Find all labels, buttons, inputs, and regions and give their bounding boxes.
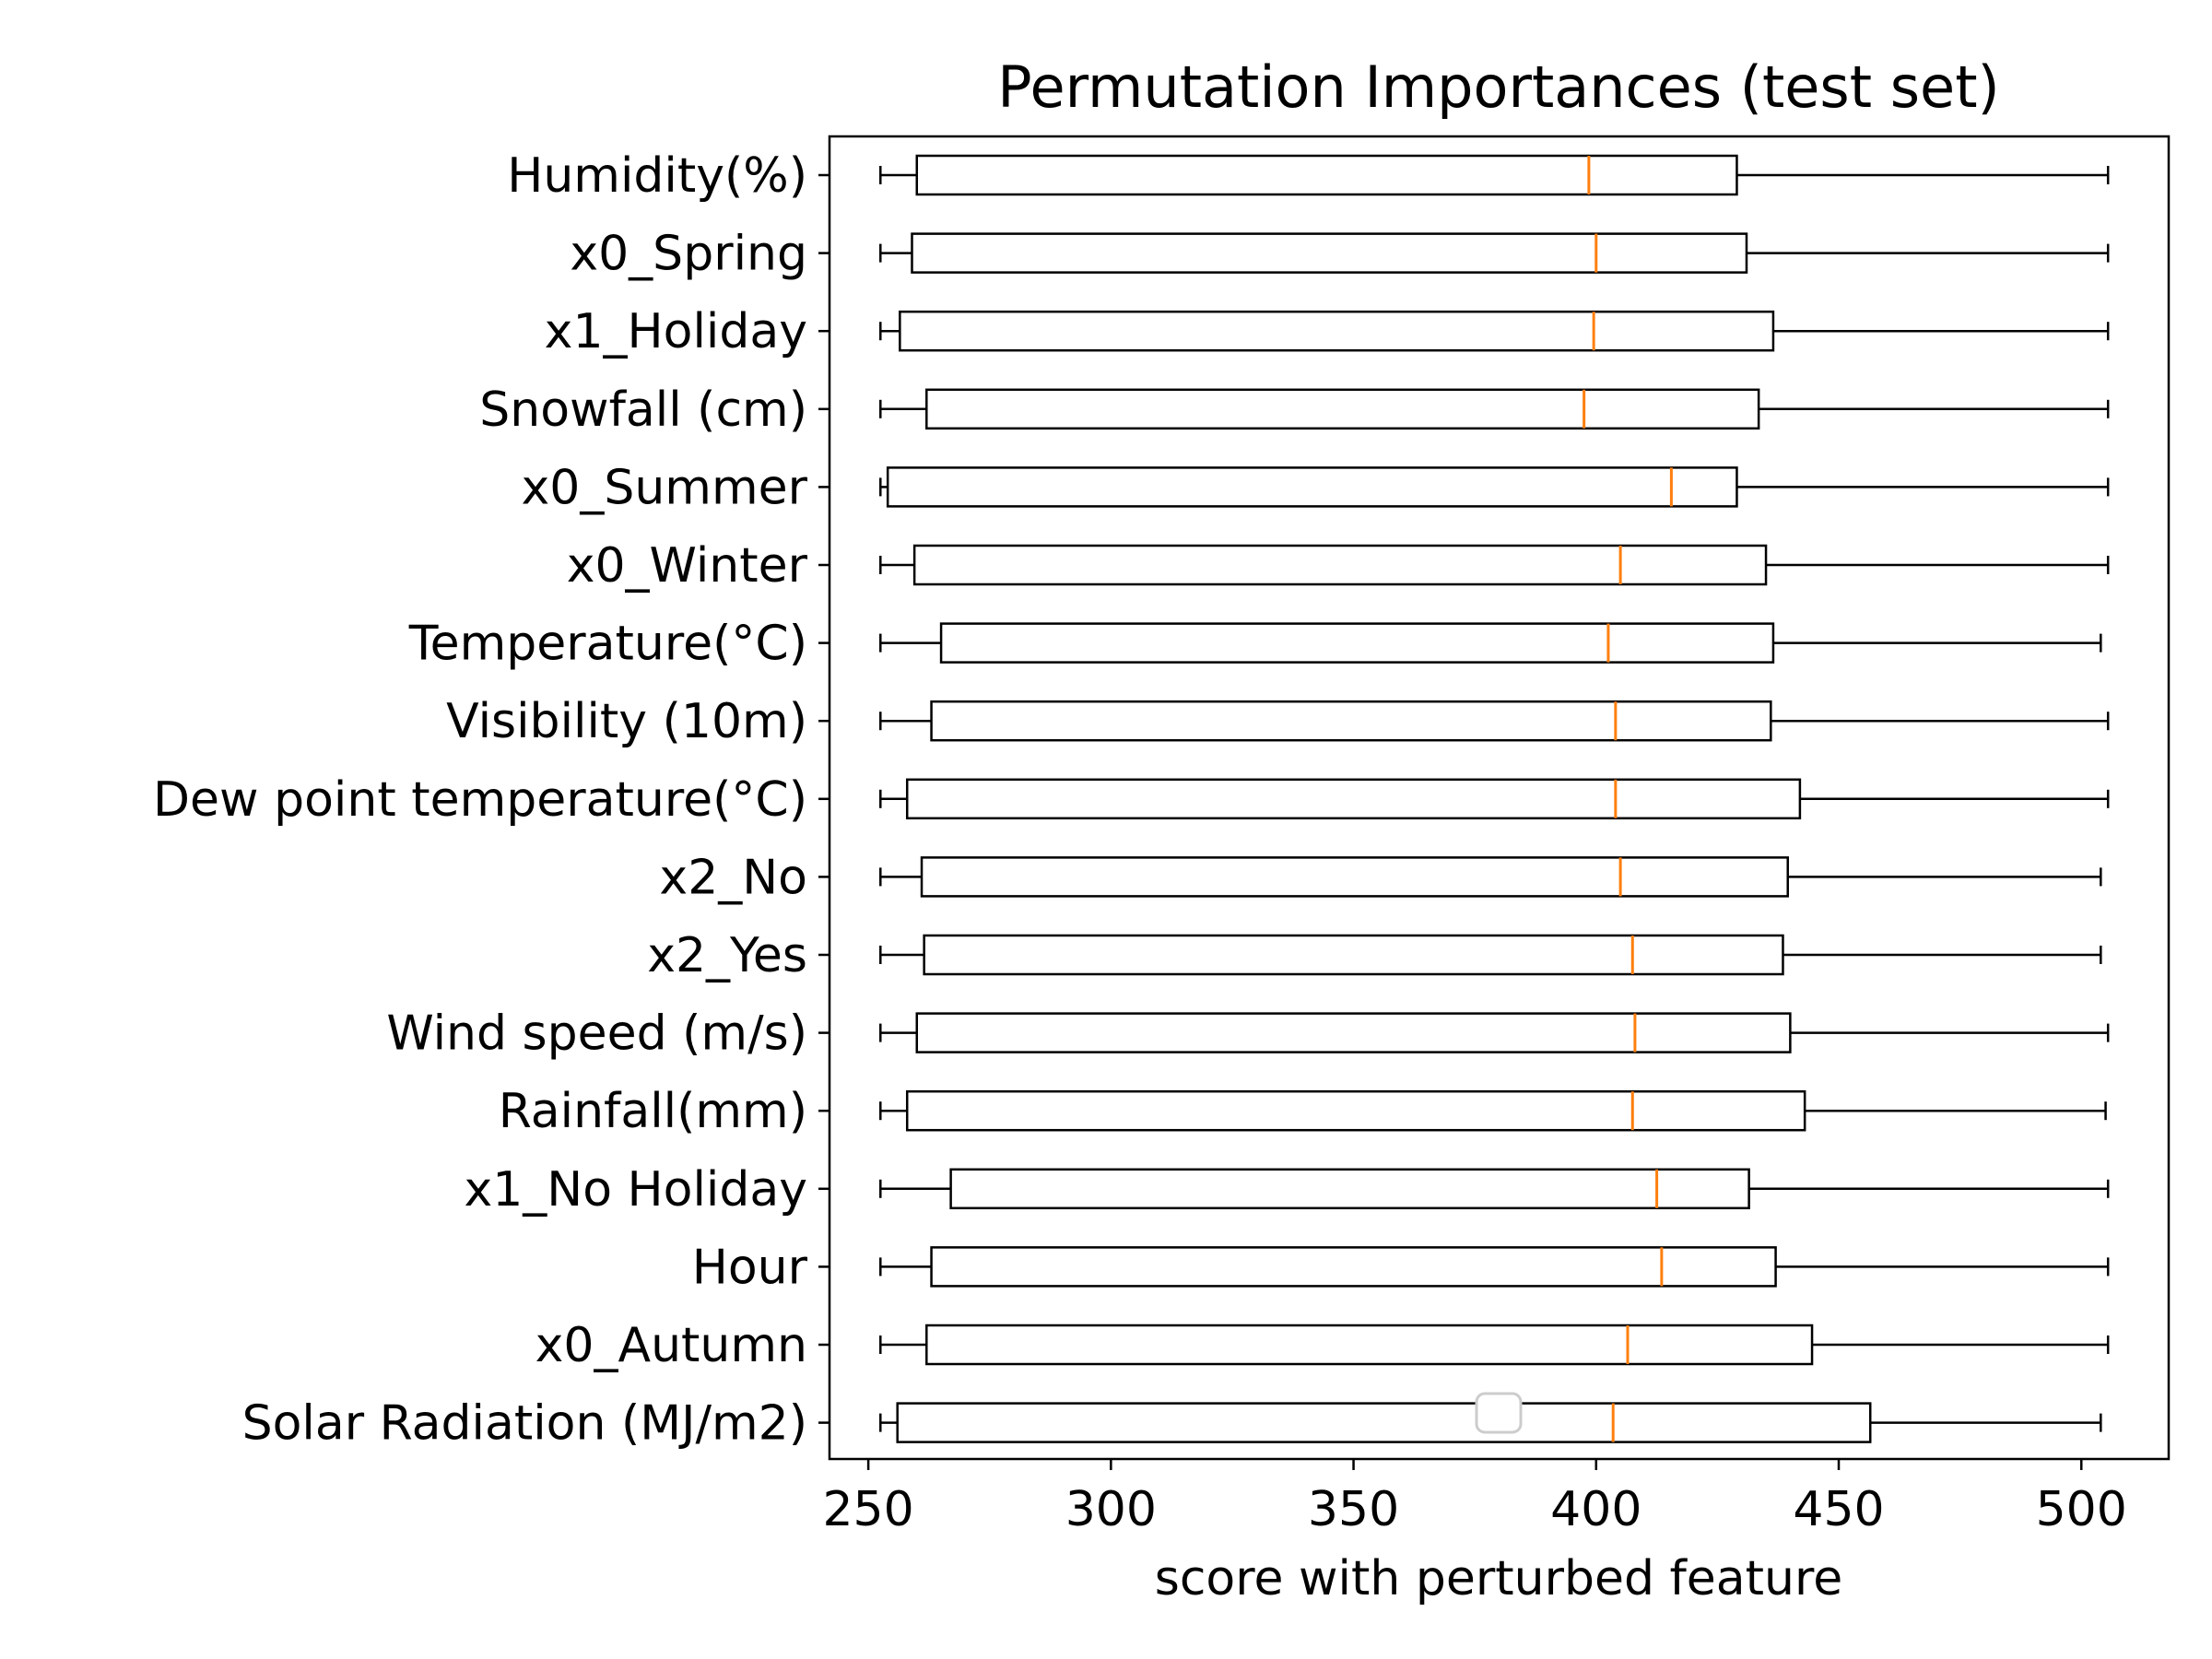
y-tick-label: x0_Summer	[521, 460, 807, 515]
box-group	[879, 934, 2102, 976]
y-tick-label: Temperature(°C)	[408, 617, 807, 672]
box-iqr	[886, 466, 1738, 508]
box-iqr	[920, 856, 1789, 898]
box-group	[879, 232, 2110, 274]
legend-box	[1475, 1392, 1523, 1434]
box-group	[879, 544, 2110, 586]
plot-area-frame	[828, 135, 2171, 1461]
box-iqr	[925, 1324, 1814, 1366]
box-group	[879, 466, 2110, 508]
box-group	[879, 1246, 2110, 1288]
box-group	[879, 1168, 2110, 1210]
y-tick-label: x1_Holiday	[545, 304, 807, 359]
y-tick-label: x1_No Holiday	[464, 1162, 807, 1218]
box-iqr	[915, 1012, 1792, 1053]
chart-title: Permutation Importances (test set)	[997, 53, 1999, 121]
y-tick-label: x0_Winter	[567, 538, 808, 594]
box-group	[879, 778, 2110, 820]
box-iqr	[925, 388, 1760, 430]
x-tick-label: 500	[2036, 1482, 2127, 1537]
box-iqr	[915, 154, 1738, 196]
y-tick-label: Dew point temperature(°C)	[153, 772, 807, 828]
x-tick-label: 350	[1308, 1482, 1399, 1537]
box-group	[879, 700, 2110, 742]
box-iqr	[930, 1246, 1777, 1288]
x-axis-label: score with perturbed feature	[1155, 1551, 1842, 1606]
box-group	[879, 856, 2102, 898]
box-iqr	[905, 1089, 1806, 1132]
y-tick-label: Rainfall(mm)	[499, 1084, 807, 1139]
box-group	[879, 1402, 2102, 1443]
y-tick-label: Solar Radiation (MJ/m2)	[242, 1396, 807, 1452]
box-iqr	[899, 310, 1775, 352]
y-tick-label: x0_Spring	[570, 227, 807, 282]
y-tick-label: Visibility (10m)	[446, 694, 807, 749]
x-tick-label: 250	[822, 1482, 913, 1537]
x-tick-label: 450	[1793, 1482, 1884, 1537]
box-iqr	[896, 1402, 1872, 1443]
box-iqr	[905, 778, 1802, 820]
y-tick-label: Wind speed (m/s)	[386, 1006, 807, 1062]
box-iqr	[911, 232, 1748, 274]
box-group	[879, 310, 2110, 352]
box-group	[879, 154, 2110, 196]
box-group	[879, 1324, 2110, 1366]
box-iqr	[930, 700, 1772, 742]
x-tick-label: 300	[1065, 1482, 1157, 1537]
box-iqr	[949, 1168, 1750, 1210]
y-tick-label: x2_Yes	[647, 928, 807, 983]
y-tick-labels: Humidity(%) x0_Spring x1_Holiday Snowfall (…	[153, 148, 830, 1452]
y-tick-label: x0_Autumn	[535, 1318, 807, 1373]
box-group	[879, 388, 2110, 430]
x-axis: 250 300 350 400 450 500	[822, 1459, 2127, 1537]
y-tick-label: Hour	[692, 1240, 808, 1295]
box-iqr	[923, 934, 1784, 976]
box-group	[879, 622, 2102, 664]
box-iqr	[912, 544, 1768, 586]
x-tick-label: 400	[1550, 1482, 1641, 1537]
boxes-layer	[879, 154, 2110, 1443]
y-tick-label: Snowfall (cm)	[479, 382, 807, 438]
box-iqr	[939, 622, 1775, 664]
y-tick-label: x2_No	[659, 850, 807, 905]
box-group	[879, 1089, 2107, 1132]
box-group	[879, 1012, 2110, 1053]
y-tick-label: Humidity(%)	[507, 148, 807, 204]
